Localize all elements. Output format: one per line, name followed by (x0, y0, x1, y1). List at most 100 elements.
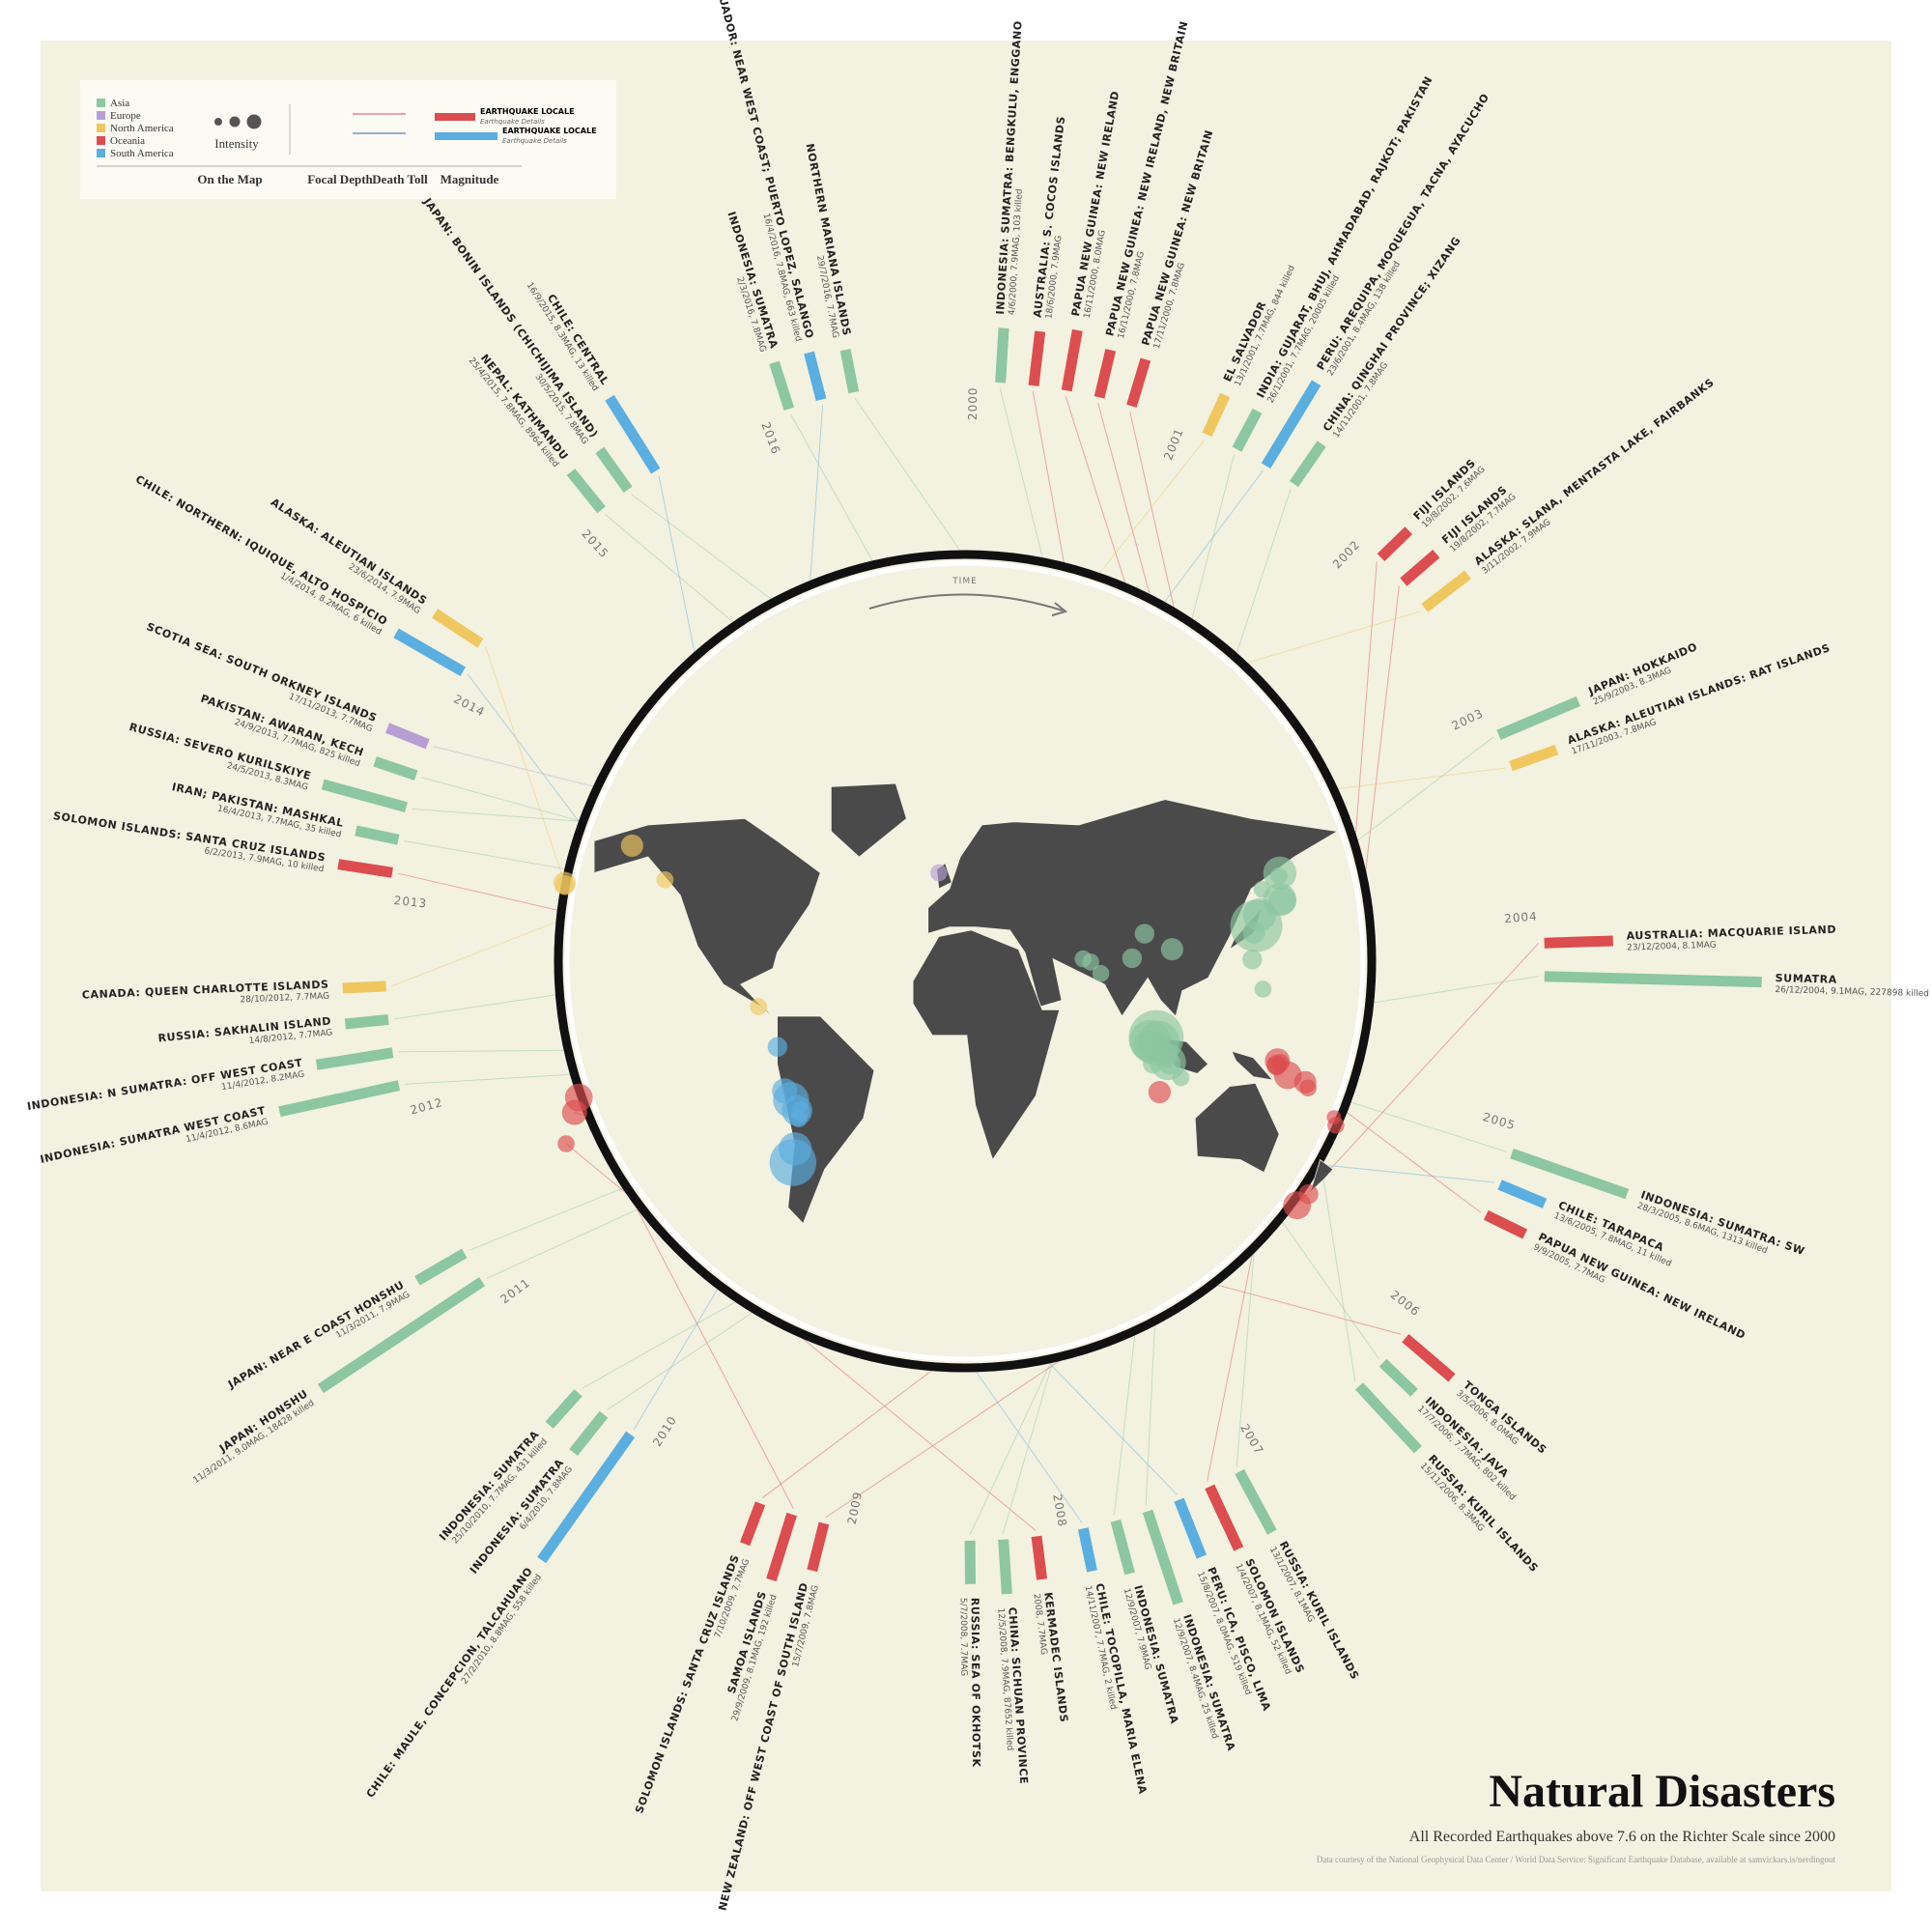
legend-swatch (97, 111, 105, 120)
map-dot (564, 1083, 593, 1112)
magnitude-bar (344, 1013, 389, 1030)
event-name: RUSSIA: SEA OF OKHOTSK (969, 1598, 982, 1768)
magnitude-bar (995, 327, 1009, 384)
event-details: 26/12/2004, 9.1MAG, 227898 killed (1775, 985, 1929, 999)
magnitude-bar (1142, 1509, 1183, 1605)
magnitude-bar (1483, 1209, 1528, 1239)
magnitude-bar (807, 1521, 830, 1573)
magnitude-bar (804, 351, 827, 402)
legend-box (80, 80, 616, 199)
legend-focal-depth: Focal Depth (307, 172, 373, 186)
year-label: 2000 (966, 386, 980, 420)
magnitude-bar (1232, 408, 1263, 452)
map-link (1296, 943, 1540, 1207)
landmass (1231, 1050, 1274, 1081)
magnitude-bar (1421, 570, 1471, 612)
magnitude-bar (1126, 357, 1151, 408)
year-group: 2008 (1050, 1493, 1069, 1528)
map-ring (564, 560, 1366, 1362)
event-details: 28/10/2012, 7.7MAG (240, 992, 329, 1006)
magnitude-bar (1289, 440, 1326, 488)
magnitude-bar (1205, 1484, 1244, 1551)
magnitude-bar (1402, 1333, 1456, 1382)
landmass (912, 929, 1061, 1161)
legend-swatch (97, 136, 105, 145)
year-label: 2009 (845, 1491, 866, 1526)
magnitude-bar (432, 609, 484, 648)
legend-magnitude: Magnitude (440, 172, 499, 186)
year-group: 2009 (845, 1491, 866, 1526)
legend-label: North America (110, 123, 174, 134)
time-arrow (868, 593, 1064, 611)
magnitude-bar (384, 723, 430, 750)
landmass (830, 782, 907, 858)
year-label: 2013 (393, 894, 428, 911)
magnitude-bar (1354, 1382, 1422, 1454)
year-label: 2008 (1050, 1493, 1069, 1528)
magnitude-bar (740, 1501, 766, 1547)
legend-swatch (97, 149, 105, 157)
magnitude-bar (566, 469, 606, 514)
magnitude-bar (1110, 1519, 1135, 1576)
legend-details: Earthquake Details (480, 118, 545, 126)
magnitude-bar (393, 628, 466, 677)
map-dot (1160, 938, 1183, 961)
legend-on-map: On the Map (197, 172, 262, 186)
map-dot (1133, 1030, 1165, 1062)
magnitude-bar (998, 1539, 1012, 1595)
magnitude-bar (315, 1047, 394, 1070)
magnitude-bar (605, 394, 661, 474)
legend-locale-bar (435, 132, 497, 140)
magnitude-bar (1377, 526, 1413, 562)
landmass (927, 799, 1339, 1017)
magnitude-bar (342, 980, 386, 994)
magnitude-bar (537, 1431, 636, 1564)
magnitude-bar (1496, 696, 1581, 740)
legend-label: South America (110, 148, 174, 159)
event-details: 5/7/2008, 7.7MAG (958, 1598, 969, 1676)
magnitude-bar (1094, 349, 1117, 399)
map-dot (1293, 1070, 1317, 1094)
magnitude-bar (1509, 744, 1559, 772)
magnitude-bar (1028, 330, 1046, 386)
map-dot (1143, 1053, 1163, 1074)
year-label: 2004 (1504, 909, 1539, 925)
magnitude-bar (1378, 1358, 1418, 1397)
landmass (593, 817, 821, 1023)
magnitude-bar (1544, 935, 1613, 949)
magnitude-bar (545, 1389, 582, 1429)
magnitude-bar (1031, 1535, 1048, 1580)
magnitude-bar (569, 1410, 609, 1456)
legend-death-toll: Death Toll (372, 172, 428, 186)
magnitude-bar (1400, 550, 1440, 586)
map-dot (1327, 1117, 1345, 1134)
magnitude-bar (769, 360, 795, 411)
magnitude-bar (337, 859, 393, 878)
legend-label: Europe (110, 110, 141, 122)
legend-swatch (97, 99, 105, 107)
magnitude-bar (355, 825, 400, 845)
map-link (484, 645, 565, 884)
map-dot (1082, 953, 1099, 971)
map-dot (1242, 950, 1263, 970)
magnitude-bar (1202, 392, 1231, 438)
magnitude-bar (414, 1248, 468, 1286)
map-dot (930, 864, 948, 882)
legend-label: Oceania (110, 135, 145, 147)
world-map (593, 782, 1339, 1225)
year-group: 2004 (1504, 909, 1539, 925)
map-dot (750, 998, 767, 1015)
legend-locale-bar (435, 113, 475, 121)
legend-locale: EARTHQUAKE LOCALE (480, 107, 575, 116)
map-dot (553, 871, 577, 895)
year-group: 2000 (966, 386, 980, 420)
time-arrow-head (1051, 602, 1068, 616)
chart-title: Natural Disasters (1489, 1766, 1835, 1817)
map-dot (1298, 1183, 1319, 1205)
legend-locale: EARTHQUAKE LOCALE (502, 127, 597, 135)
map-dot (767, 1037, 788, 1057)
magnitude-bar (766, 1512, 797, 1582)
map-dot (1148, 1080, 1172, 1104)
